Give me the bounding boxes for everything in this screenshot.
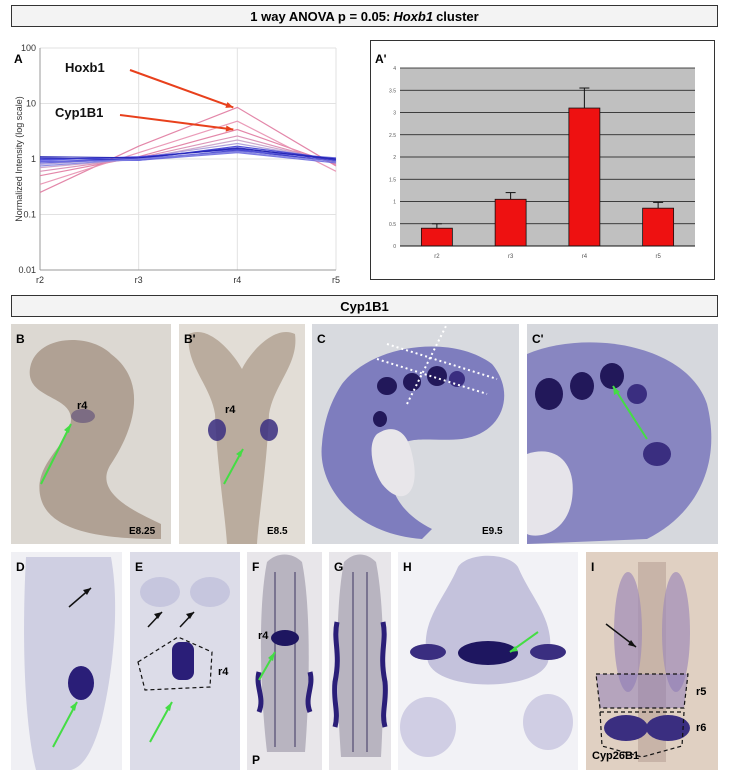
y-tick-label: 100 <box>21 43 36 53</box>
photo-i-r5-label: r5 <box>696 686 707 698</box>
embryo-photo-c: C E9.5 <box>312 324 519 544</box>
y-tick-label: 0 <box>393 244 396 250</box>
series-line <box>39 106 337 193</box>
y-tick-label: 1 <box>393 200 396 206</box>
photo-letter-c: C <box>317 332 326 346</box>
series-line <box>39 152 337 164</box>
photo-letter-g: G <box>334 560 344 574</box>
embryo-photo-d: D <box>11 552 122 770</box>
header-cyp1b1-title: Cyp1B1 <box>340 298 389 314</box>
series-line <box>39 128 337 177</box>
y-tick-label: 0.5 <box>389 222 396 228</box>
bar <box>568 107 601 247</box>
series-line <box>39 139 337 169</box>
photo-c-stage: E9.5 <box>482 526 503 537</box>
figure-header-anova: 1 way ANOVA p = 0.05: Hoxb1 cluster <box>11 5 718 27</box>
embryo-photo-e: E r4 <box>130 552 240 770</box>
series-line <box>39 147 337 160</box>
annotation-arrow <box>129 69 234 109</box>
figure-header-cyp1b1: Cyp1B1 <box>11 295 718 317</box>
x-tick-label: r2 <box>434 254 440 260</box>
embryo-photo-h: H <box>398 552 578 770</box>
photo-letter-e: E <box>135 560 144 574</box>
photo-b-prime-stage: E8.5 <box>267 526 288 537</box>
photo-letter-c-prime: C' <box>532 332 544 346</box>
header-prefix: 1 way ANOVA p = 0.05: <box>250 8 391 24</box>
bar <box>420 227 453 247</box>
annotation-arrow <box>119 114 234 131</box>
annotation-label: Hoxb1 <box>65 60 105 75</box>
x-tick-label: r5 <box>655 254 661 260</box>
embryo-photo-f: F r4 P <box>247 552 322 770</box>
annotation-label: Cyp1B1 <box>55 105 103 120</box>
bar-chart-a-prime: 0 0.5 1 1.5 2 2.5 3 3.5 4 r2 r3 r4 r5 <box>389 66 695 260</box>
x-tick-label: r3 <box>135 275 143 285</box>
bar <box>642 207 675 247</box>
photo-b-r4-label: r4 <box>77 400 88 412</box>
series-line <box>39 135 337 172</box>
x-tick-label: r5 <box>332 275 340 285</box>
x-tick-label: r3 <box>508 254 514 260</box>
y-tick-label: 1 <box>31 154 36 164</box>
annotation-arrowhead <box>225 125 234 132</box>
photo-i-gene-label: Cyp26B1 <box>592 750 640 762</box>
photo-letter-d: D <box>16 560 25 574</box>
photo-e-r4-label: r4 <box>218 666 229 678</box>
y-tick-label: 0.01 <box>18 265 36 275</box>
x-tick-label: r4 <box>582 254 588 260</box>
photo-letter-i: I <box>591 560 595 574</box>
series-line <box>39 151 337 167</box>
y-tick-label: 3 <box>393 111 396 117</box>
header-suffix: cluster <box>436 8 479 24</box>
y-axis-label: Normalized Intensity (log scale) <box>14 96 24 222</box>
y-tick-label: 4 <box>393 66 396 72</box>
photo-letter-b: B <box>16 332 25 346</box>
embryo-photo-b-prime: B' r4 E8.5 <box>179 324 305 544</box>
y-tick-label: 10 <box>26 99 36 109</box>
photo-f-bottom-label: P <box>252 753 261 767</box>
y-tick-label: 0.1 <box>23 210 36 220</box>
photo-f-r4-label: r4 <box>258 630 269 642</box>
photo-b-prime-r4-label: r4 <box>225 404 236 416</box>
photo-b-stage: E8.25 <box>129 526 156 537</box>
embryo-photo-i: I r5 r6 Cyp26B1 <box>586 552 718 770</box>
photo-letter-f: F <box>252 560 260 574</box>
photo-letter-h: H <box>403 560 412 574</box>
embryo-photo-g: G <box>329 552 391 770</box>
y-tick-label: 2 <box>393 155 396 161</box>
panel-letter-a-prime: A' <box>375 52 387 66</box>
y-tick-label: 1.5 <box>389 177 396 183</box>
y-tick-label: 3.5 <box>389 88 396 94</box>
header-gene: Hoxb1 <box>393 8 434 24</box>
embryo-photo-b: B r4 E8.25 <box>11 324 171 544</box>
x-tick-label: r2 <box>36 275 44 285</box>
series-line <box>39 120 337 185</box>
embryo-photo-c-prime: C' <box>527 324 718 544</box>
photo-i-r6-label: r6 <box>696 722 707 734</box>
bar <box>494 198 527 247</box>
panel-letter-a: A <box>14 52 23 66</box>
y-tick-label: 2.5 <box>389 133 396 139</box>
x-tick-label: r4 <box>233 275 241 285</box>
photo-letter-b-prime: B' <box>184 332 196 346</box>
annotation-arrowhead <box>225 101 234 108</box>
